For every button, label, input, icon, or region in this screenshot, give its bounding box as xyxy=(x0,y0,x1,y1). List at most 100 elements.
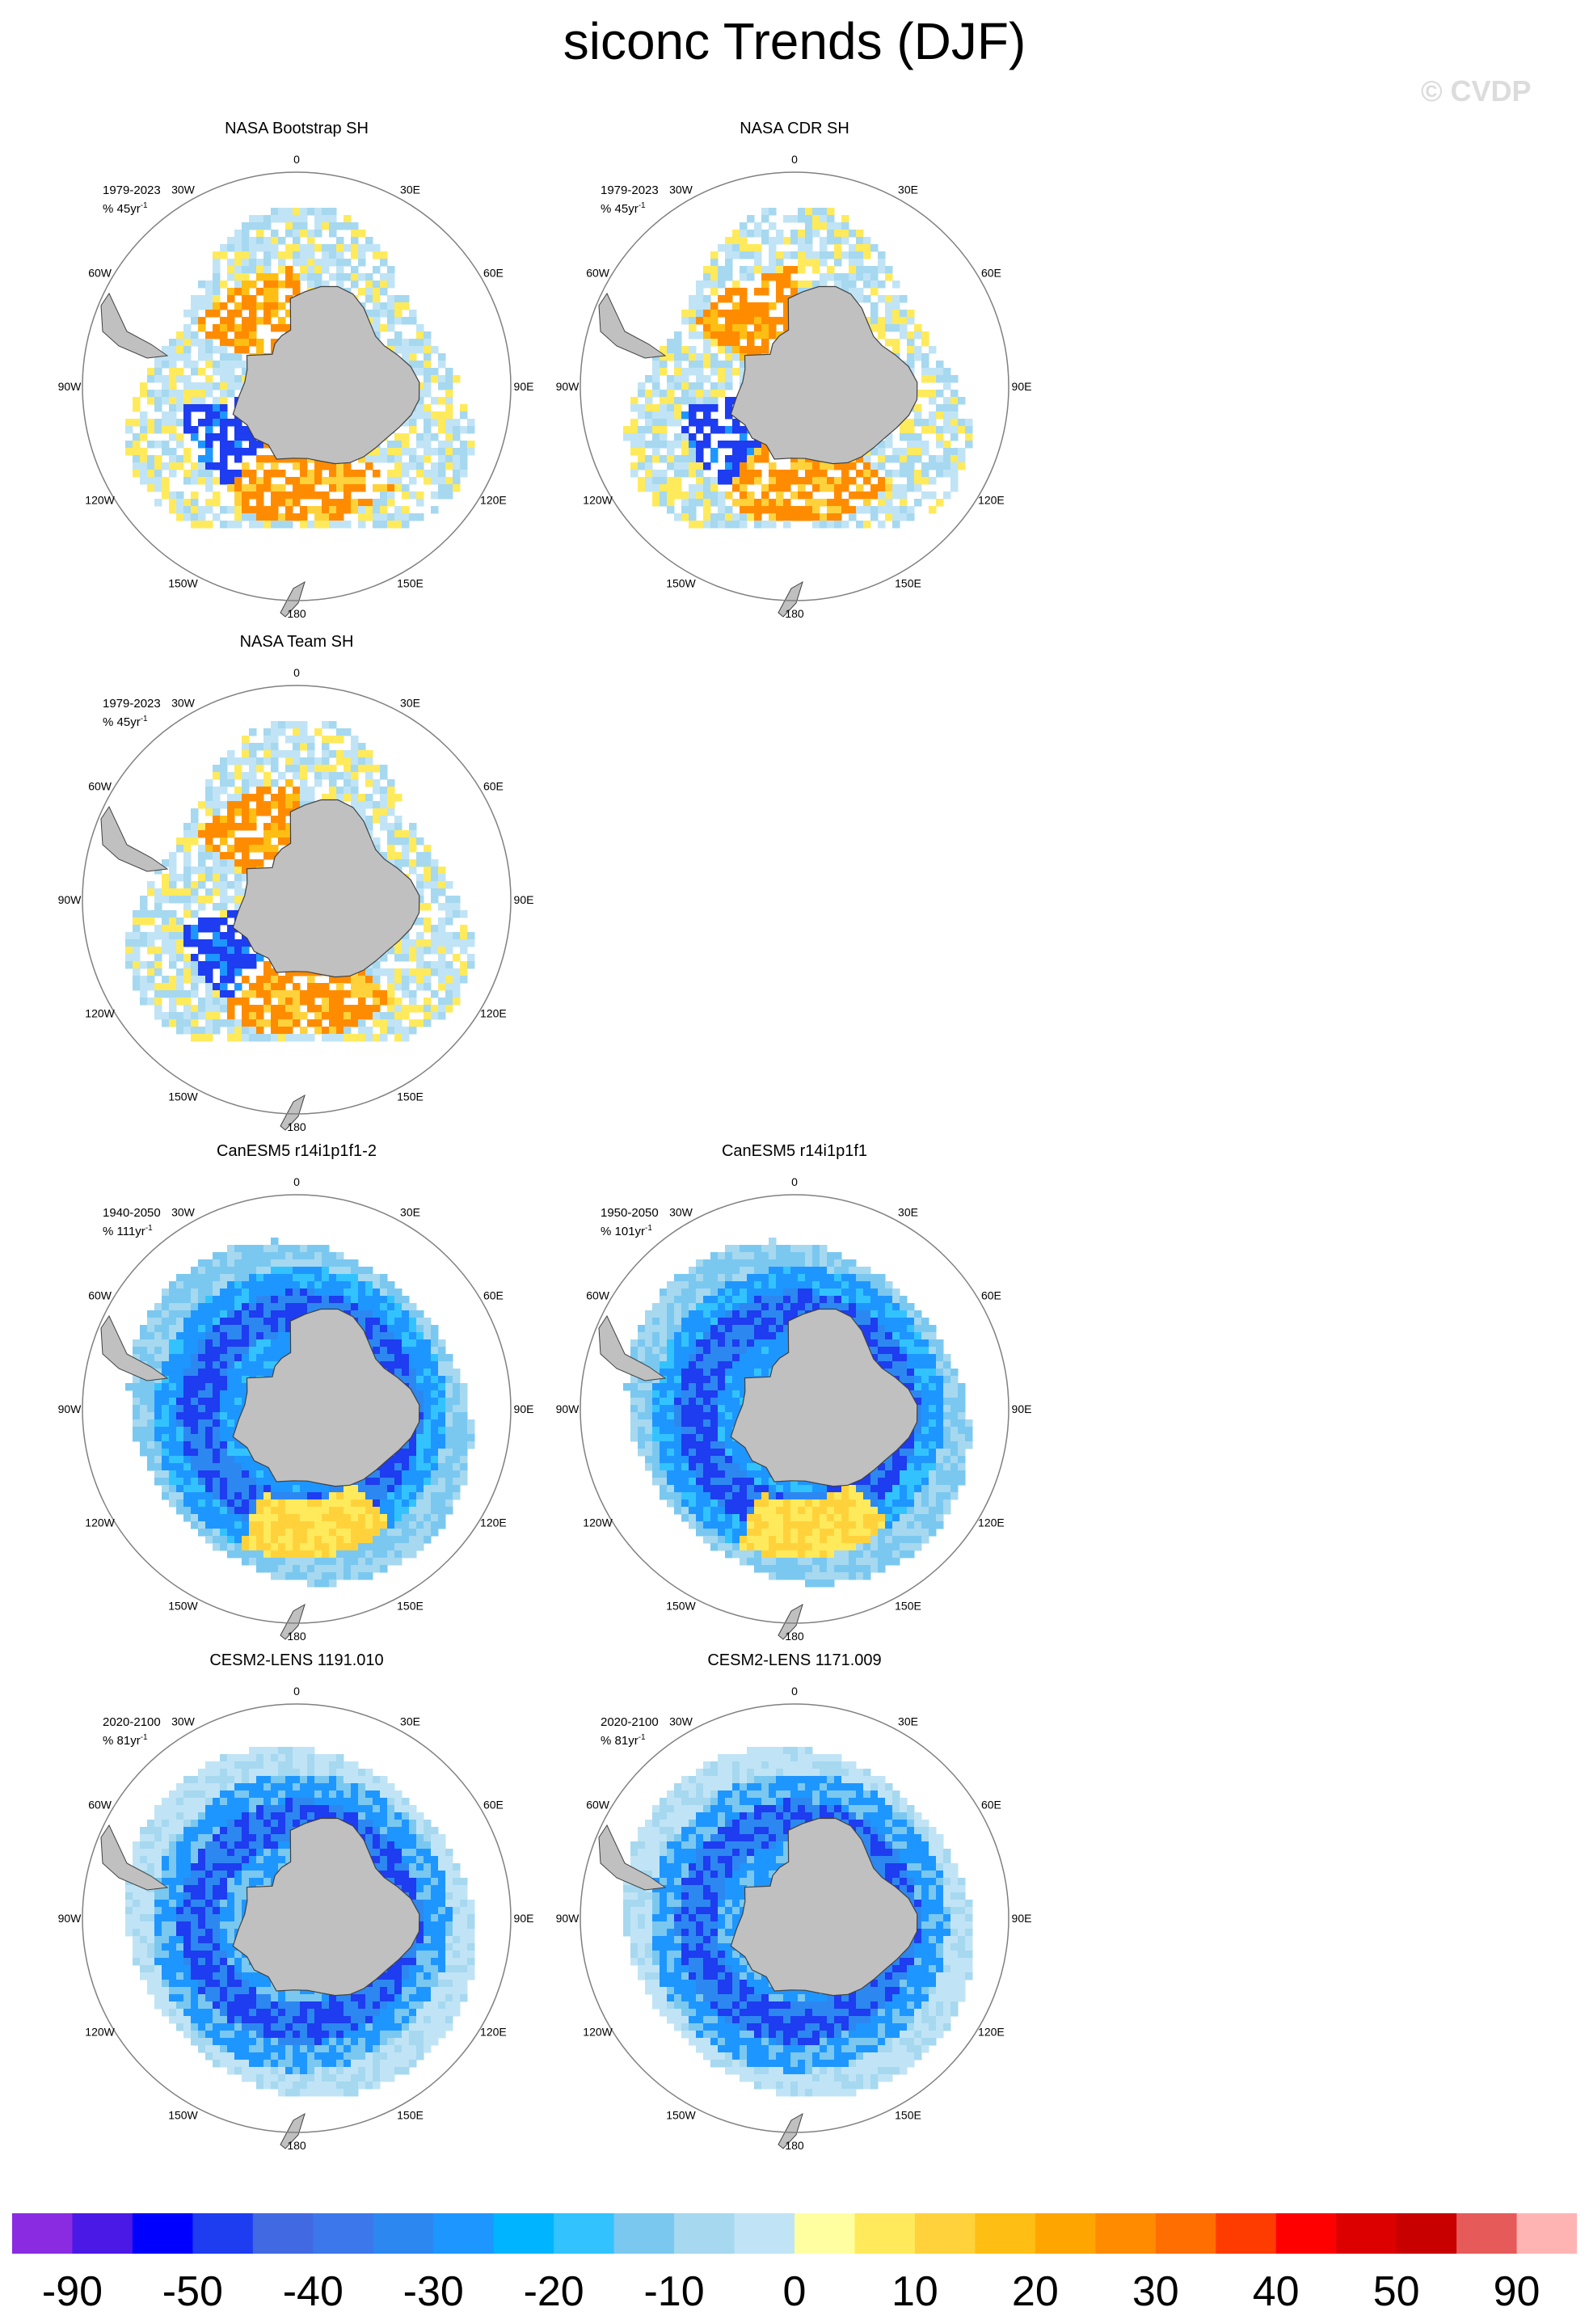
heat-cell xyxy=(460,1398,468,1406)
heat-cell xyxy=(191,837,199,846)
heat-cell xyxy=(747,331,755,340)
heat-cell xyxy=(293,998,301,1006)
heat-cell xyxy=(358,976,366,984)
heat-cell xyxy=(169,1325,177,1333)
heat-cell xyxy=(849,244,857,252)
heat-cell xyxy=(249,750,257,758)
heat-cell xyxy=(220,968,228,976)
heat-cell xyxy=(234,382,242,390)
heat-cell xyxy=(380,1347,388,1355)
heat-cell xyxy=(154,1441,162,1449)
heat-cell xyxy=(183,961,192,969)
heat-cell xyxy=(213,499,221,507)
heat-cell xyxy=(133,925,141,933)
heat-cell xyxy=(674,470,682,478)
heat-cell xyxy=(140,1325,148,1333)
heat-cell xyxy=(424,1019,432,1027)
heat-cell xyxy=(220,1005,228,1013)
heat-cell xyxy=(154,1412,162,1420)
heat-cell xyxy=(176,346,184,354)
heat-cell xyxy=(300,521,308,529)
heat-cell xyxy=(812,222,820,230)
heat-cell xyxy=(256,794,264,802)
heat-cell xyxy=(623,433,631,441)
heat-cell xyxy=(344,1027,352,1035)
heat-cell xyxy=(307,1274,315,1282)
heat-cell xyxy=(431,1361,439,1369)
heat-cell xyxy=(278,1499,286,1508)
heat-cell xyxy=(424,947,432,955)
heat-cell xyxy=(249,339,257,347)
heat-cell xyxy=(213,419,221,427)
panel-title: NASA Team SH xyxy=(239,633,354,651)
heat-cell xyxy=(133,1434,141,1442)
heat-cell xyxy=(220,521,228,529)
heat-cell xyxy=(878,266,886,274)
heat-cell xyxy=(365,280,373,289)
heat-cell xyxy=(314,779,322,787)
heat-cell xyxy=(154,983,162,991)
heat-cell xyxy=(402,947,410,955)
heat-cell xyxy=(300,1027,308,1035)
heat-cell xyxy=(220,324,228,332)
heat-cell xyxy=(460,961,468,969)
heat-cell xyxy=(445,455,453,463)
heat-cell xyxy=(467,441,475,449)
heat-cell xyxy=(234,947,242,955)
map-boundary xyxy=(82,171,512,601)
heat-cell xyxy=(351,990,359,998)
heat-cell xyxy=(725,361,733,369)
heat-cell xyxy=(380,1281,388,1289)
heat-cell xyxy=(907,353,915,361)
heat-cell xyxy=(424,983,432,991)
heat-cell xyxy=(732,353,740,361)
heat-cell xyxy=(314,1485,322,1493)
heat-cell xyxy=(227,852,235,860)
heat-cell xyxy=(220,1485,228,1493)
heat-cell xyxy=(220,1449,228,1457)
heat-cell xyxy=(205,361,213,369)
heat-cell xyxy=(176,1390,184,1398)
heat-cell xyxy=(380,1019,388,1027)
heat-cell xyxy=(431,1419,439,1428)
heat-cell xyxy=(416,859,424,867)
heat-cell xyxy=(154,1463,162,1471)
heat-cell xyxy=(943,375,951,383)
heat-cell xyxy=(373,998,381,1006)
longitude-label: 180 xyxy=(287,607,306,620)
heat-cell xyxy=(183,867,192,875)
heat-cell xyxy=(234,881,242,889)
heat-cell xyxy=(263,750,272,758)
heat-cell xyxy=(147,1325,155,1333)
heat-cell xyxy=(191,295,199,303)
heat-cell xyxy=(285,499,293,507)
longitude-label: 120W xyxy=(85,494,115,507)
heat-cell xyxy=(154,954,162,962)
heat-cell xyxy=(870,273,879,281)
heat-cell xyxy=(198,961,206,969)
heat-cell xyxy=(790,288,799,296)
heat-cell xyxy=(154,961,162,969)
heat-cell xyxy=(220,852,228,860)
heat-cell xyxy=(394,433,403,441)
heat-cell xyxy=(169,506,177,514)
heat-cell xyxy=(271,1281,279,1289)
heat-cell xyxy=(169,1485,177,1493)
heat-cell xyxy=(329,1499,337,1508)
heat-cell xyxy=(907,426,915,434)
heat-cell xyxy=(263,273,272,281)
heat-cell xyxy=(424,404,432,412)
heat-cell xyxy=(234,302,242,310)
heat-cell xyxy=(380,1354,388,1362)
heat-cell xyxy=(198,1419,206,1428)
heat-cell xyxy=(387,837,395,846)
heat-cell xyxy=(242,259,250,267)
heat-cell xyxy=(438,1398,446,1406)
heat-cell xyxy=(460,910,468,918)
heat-cell xyxy=(271,273,279,281)
heat-cell xyxy=(263,830,272,838)
heat-cell xyxy=(227,324,235,332)
heat-cell xyxy=(380,998,388,1006)
heat-cell xyxy=(667,477,675,485)
heat-cell xyxy=(263,484,272,492)
